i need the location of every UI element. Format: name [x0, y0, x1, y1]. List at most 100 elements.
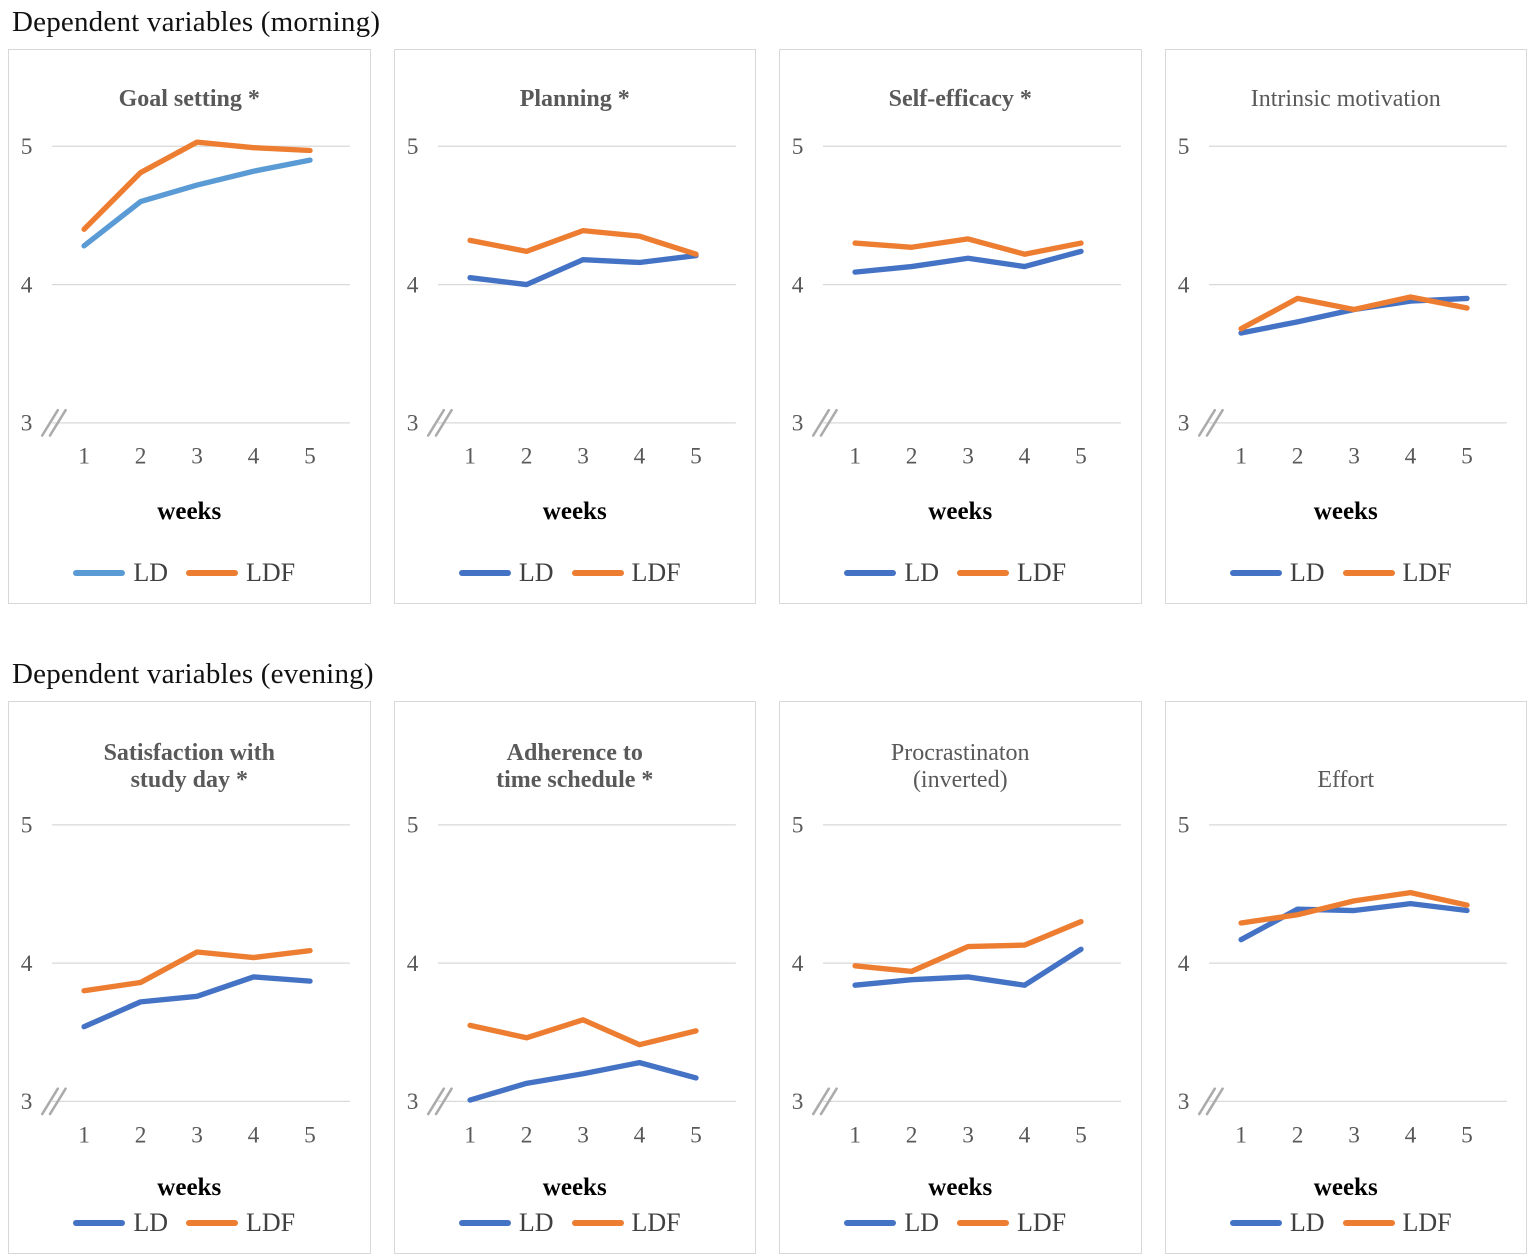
axis-break-icon [1197, 408, 1216, 437]
chart-title: (inverted) [912, 767, 1008, 794]
x-tick-label: 5 [1075, 444, 1087, 470]
x-tick-label: 3 [1348, 1122, 1360, 1148]
x-tick-label: 4 [1404, 1122, 1416, 1148]
x-tick-label: 1 [464, 444, 476, 470]
x-tick-label: 1 [1235, 1122, 1247, 1148]
y-tick-label: 5 [21, 134, 33, 160]
axis-break-icon [426, 408, 445, 437]
x-tick-label: 3 [191, 1122, 203, 1148]
x-tick-label: 4 [1019, 1122, 1031, 1148]
series-line-ld [852, 248, 1084, 275]
chart-title: time schedule * [496, 767, 654, 794]
chart-title: Planning * [519, 86, 630, 113]
y-tick-label: 4 [21, 951, 33, 977]
y-tick-label: 3 [21, 1089, 33, 1115]
x-tick-label: 1 [78, 444, 90, 470]
chart-panel-intrinsic-motivation: Intrinsic motivation 5 4 3 1 2 3 4 5 weeks LD LDF [1164, 49, 1527, 604]
x-axis-label: weeks [157, 1173, 222, 1201]
legend-label-ldf: LDF [1402, 558, 1452, 587]
legend-swatch-ldf [1342, 1220, 1395, 1227]
legend-label-ld: LD [904, 1208, 940, 1238]
chart-title-wrap: Planning * [399, 56, 752, 114]
chart-plot: 5 4 3 1 2 3 4 5 [792, 812, 1121, 1148]
axis-break-icon [811, 1087, 831, 1116]
chart-plot: 5 4 3 1 2 3 4 5 [21, 134, 350, 470]
chart-panel-goal-setting: Goal setting * 5 4 3 1 2 3 4 5 weeks LD LDF [8, 49, 371, 604]
axis-break-icon [1197, 1087, 1216, 1116]
axis-break-icon [811, 408, 831, 437]
x-tick-label: 3 [577, 444, 589, 470]
x-tick-label: 2 [135, 444, 147, 470]
legend-label-ldf: LDF [246, 558, 296, 587]
legend-swatch-ld [1229, 1220, 1282, 1227]
legend-label-ldf: LDF [631, 1208, 681, 1238]
legend-swatch-ldf [957, 570, 1010, 576]
legend-label-ld: LD [1289, 558, 1325, 587]
chart-panel-self-efficacy: Self-efficacy * 5 4 3 1 2 3 4 5 weeks LD LDF [779, 49, 1142, 604]
axis-break-icon [48, 408, 67, 437]
x-tick-label: 3 [1348, 444, 1360, 470]
legend-swatch-ldf [1342, 570, 1395, 576]
chart-panel-procrastinaton-inverted: Procrastinaton (inverted) 5 4 3 1 2 3 4 5 weeks LD L… [779, 701, 1142, 1254]
axis-break-icon [434, 1087, 453, 1116]
axis-break-icon [1205, 408, 1224, 437]
x-axis-label: weeks [1313, 1173, 1378, 1201]
y-tick-label: 4 [21, 272, 33, 298]
x-tick-label: 4 [633, 444, 645, 470]
x-tick-label: 2 [906, 1122, 918, 1148]
legend-swatch-ld [458, 1220, 511, 1227]
legend-swatch-ld [844, 1220, 897, 1227]
y-tick-label: 5 [406, 812, 418, 838]
chart-plot: 5 4 3 1 2 3 4 5 [406, 134, 736, 470]
x-tick-label: 3 [577, 1122, 589, 1148]
y-tick-label: 3 [1177, 1089, 1189, 1115]
series-line-ldf [852, 918, 1084, 974]
axis-break-icon [1205, 1087, 1224, 1116]
x-tick-label: 2 [520, 1122, 532, 1148]
y-tick-label: 4 [406, 272, 418, 298]
chart-title-wrap: Intrinsic motivation [1170, 56, 1523, 114]
series-line-ld [466, 252, 699, 288]
y-tick-label: 5 [21, 812, 33, 838]
series-line-ldf [81, 139, 313, 232]
x-axis-label: weeks [1313, 498, 1378, 525]
legend-label-ldf: LDF [1402, 1208, 1452, 1238]
x-tick-label: 4 [248, 1122, 260, 1148]
x-tick-label: 4 [1019, 444, 1031, 470]
x-tick-label: 5 [1075, 1122, 1087, 1148]
x-tick-label: 5 [690, 444, 702, 470]
x-tick-label: 5 [304, 1122, 316, 1148]
legend-label-ld: LD [518, 1208, 554, 1238]
y-tick-label: 3 [792, 1089, 804, 1115]
y-tick-label: 3 [792, 411, 804, 437]
legend-label-ld: LD [1289, 1208, 1325, 1238]
x-tick-label: 2 [906, 444, 918, 470]
x-axis-label: weeks [542, 1173, 607, 1201]
x-tick-label: 1 [78, 1122, 90, 1148]
x-tick-label: 5 [690, 1122, 702, 1148]
legend-label-ldf: LDF [631, 558, 681, 587]
section-heading-evening: Dependent variables (evening) [12, 658, 374, 690]
chart-panel-adherence-to-time-schedule: Adherence to time schedule * 5 4 3 1 2 3 4 5 weeks… [393, 701, 756, 1254]
series-line-ld [466, 1059, 699, 1103]
axis-break-icon [426, 1087, 445, 1116]
axis-break-icon [434, 408, 453, 437]
axis-break-icon [48, 1087, 67, 1116]
chart-title: Procrastinaton [890, 739, 1030, 766]
chart-legend: LD LDF [399, 553, 752, 593]
chart-title: Self-efficacy * [888, 86, 1032, 113]
y-tick-label: 3 [406, 1089, 418, 1115]
legend-swatch-ldf [957, 1220, 1010, 1227]
chart-legend: LD LDF [784, 1204, 1137, 1243]
legend-label-ldf: LDF [246, 1208, 296, 1238]
legend-label-ld: LD [133, 558, 169, 587]
y-tick-label: 5 [1177, 812, 1189, 838]
legend-label-ld: LD [904, 558, 940, 587]
y-tick-label: 5 [406, 134, 418, 160]
chart-title-wrap: Self-efficacy * [784, 56, 1137, 114]
x-tick-label: 2 [1291, 444, 1303, 470]
chart-title: study day * [130, 767, 248, 794]
x-tick-label: 3 [962, 1122, 974, 1148]
x-axis-label: weeks [928, 498, 993, 525]
chart-panel-effort: Effort 5 4 3 1 2 3 4 5 weeks LD LDF [1164, 701, 1527, 1254]
